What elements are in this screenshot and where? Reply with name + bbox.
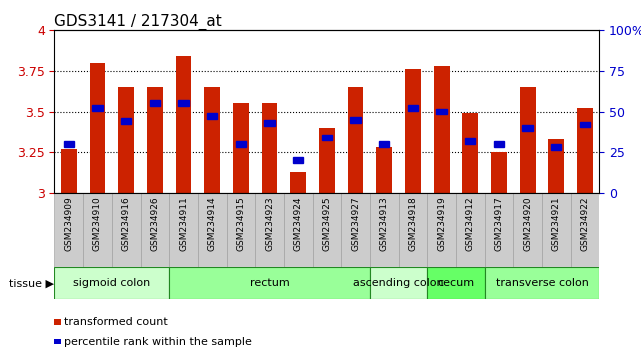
- Bar: [370, 267, 428, 299]
- Bar: [169, 193, 198, 267]
- Bar: [83, 193, 112, 267]
- Bar: [121, 118, 131, 124]
- Text: GSM234912: GSM234912: [466, 197, 475, 251]
- Text: GSM234915: GSM234915: [237, 197, 246, 251]
- Text: transformed count: transformed count: [64, 317, 168, 327]
- Bar: [465, 138, 476, 144]
- Bar: [513, 193, 542, 267]
- Text: GSM234918: GSM234918: [408, 197, 417, 251]
- Bar: [370, 193, 399, 267]
- Bar: [63, 141, 74, 147]
- Bar: [198, 193, 226, 267]
- Bar: [456, 193, 485, 267]
- Text: ascending colon: ascending colon: [353, 278, 444, 288]
- Bar: [233, 103, 249, 193]
- Bar: [169, 267, 370, 299]
- Text: GDS3141 / 217304_at: GDS3141 / 217304_at: [54, 14, 222, 30]
- Bar: [255, 193, 284, 267]
- Text: GSM234921: GSM234921: [552, 197, 561, 251]
- Text: percentile rank within the sample: percentile rank within the sample: [64, 337, 253, 347]
- Bar: [293, 158, 303, 163]
- Bar: [428, 267, 485, 299]
- Bar: [434, 66, 449, 193]
- Bar: [376, 147, 392, 193]
- Text: GSM234911: GSM234911: [179, 197, 188, 251]
- Bar: [577, 108, 593, 193]
- Bar: [520, 87, 535, 193]
- Bar: [485, 193, 513, 267]
- Bar: [140, 193, 169, 267]
- Text: sigmoid colon: sigmoid colon: [73, 278, 151, 288]
- Bar: [176, 56, 192, 193]
- Text: GSM234924: GSM234924: [294, 197, 303, 251]
- Bar: [551, 144, 562, 150]
- Text: GSM234927: GSM234927: [351, 197, 360, 251]
- Bar: [322, 135, 332, 141]
- Text: cecum: cecum: [437, 278, 474, 288]
- Bar: [54, 193, 83, 267]
- Text: GSM234919: GSM234919: [437, 197, 446, 251]
- Bar: [462, 113, 478, 193]
- Bar: [408, 105, 418, 111]
- Bar: [347, 87, 363, 193]
- Bar: [319, 128, 335, 193]
- Bar: [549, 139, 564, 193]
- Text: GSM234914: GSM234914: [208, 197, 217, 251]
- Bar: [313, 193, 341, 267]
- Text: GSM234925: GSM234925: [322, 197, 331, 251]
- Bar: [90, 63, 105, 193]
- Bar: [494, 141, 504, 147]
- Bar: [290, 172, 306, 193]
- Bar: [580, 122, 590, 127]
- Bar: [264, 120, 275, 126]
- Bar: [491, 152, 507, 193]
- Bar: [226, 193, 255, 267]
- Bar: [542, 193, 570, 267]
- Text: rectum: rectum: [250, 278, 290, 288]
- Text: transverse colon: transverse colon: [495, 278, 588, 288]
- Text: tissue ▶: tissue ▶: [10, 278, 54, 288]
- Bar: [262, 103, 278, 193]
- Bar: [204, 87, 220, 193]
- Text: GSM234909: GSM234909: [64, 197, 73, 251]
- Bar: [437, 109, 447, 114]
- Bar: [178, 101, 188, 106]
- Text: GSM234926: GSM234926: [151, 197, 160, 251]
- Bar: [341, 193, 370, 267]
- Bar: [428, 193, 456, 267]
- Bar: [61, 149, 77, 193]
- Text: GSM234923: GSM234923: [265, 197, 274, 251]
- Bar: [119, 87, 134, 193]
- Bar: [112, 193, 140, 267]
- Bar: [207, 114, 217, 119]
- Bar: [399, 193, 428, 267]
- Bar: [351, 117, 361, 122]
- Text: GSM234916: GSM234916: [122, 197, 131, 251]
- Bar: [405, 69, 421, 193]
- Bar: [284, 193, 313, 267]
- Bar: [570, 193, 599, 267]
- Bar: [522, 125, 533, 131]
- Text: GSM234917: GSM234917: [494, 197, 503, 251]
- Bar: [485, 267, 599, 299]
- Bar: [92, 105, 103, 111]
- Bar: [150, 101, 160, 106]
- Bar: [54, 267, 169, 299]
- Text: GSM234920: GSM234920: [523, 197, 532, 251]
- Bar: [379, 141, 390, 147]
- Text: GSM234922: GSM234922: [581, 197, 590, 251]
- Text: GSM234913: GSM234913: [379, 197, 388, 251]
- Bar: [236, 141, 246, 147]
- Bar: [147, 87, 163, 193]
- Text: GSM234910: GSM234910: [93, 197, 102, 251]
